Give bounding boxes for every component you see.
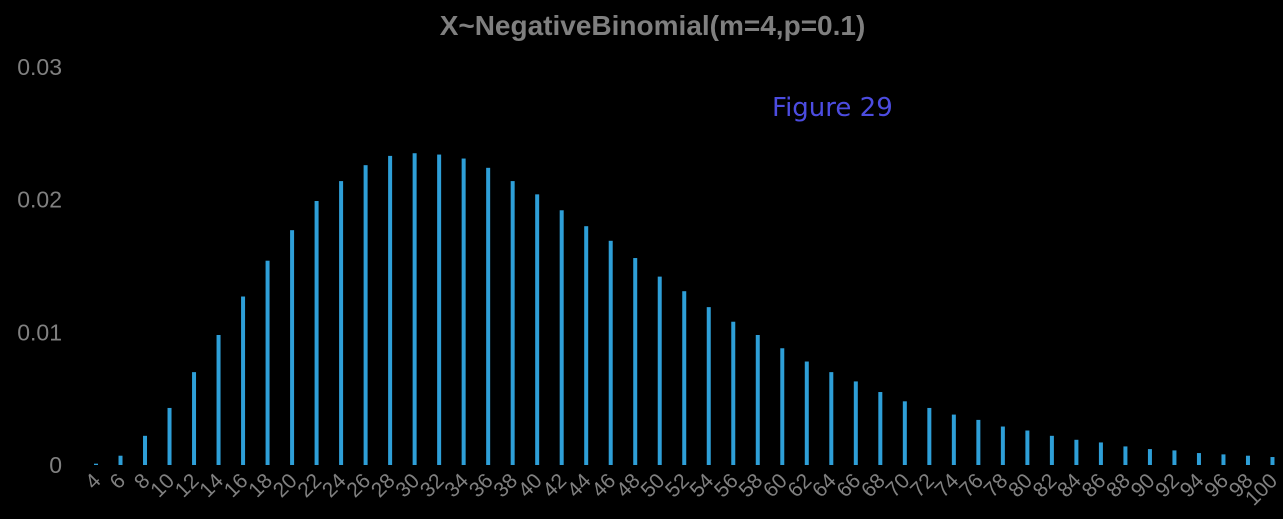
bar (241, 296, 246, 465)
bar (388, 155, 393, 466)
bar (1270, 457, 1275, 465)
bar (1147, 449, 1152, 465)
bar (192, 372, 197, 465)
bar (461, 158, 466, 466)
bar (412, 153, 417, 465)
bar (1196, 453, 1201, 465)
bar (976, 419, 981, 465)
y-tick-label: 0.03 (17, 54, 62, 80)
bar (1025, 430, 1030, 465)
bar (339, 181, 344, 466)
bar (437, 154, 442, 465)
bar (706, 307, 711, 465)
y-tick-label: 0.02 (17, 187, 62, 213)
bar (608, 240, 613, 465)
bar (853, 381, 858, 465)
bar (1074, 439, 1079, 465)
bar (1245, 455, 1250, 465)
bar (780, 348, 785, 465)
bars (94, 153, 1275, 466)
bar (951, 414, 956, 465)
bar (216, 334, 221, 465)
bar (1123, 446, 1128, 465)
chart-title: X~NegativeBinomial(m=4,p=0.1) (439, 10, 866, 41)
bar (1049, 435, 1054, 465)
bar (1172, 450, 1177, 465)
bar (143, 435, 148, 465)
bar (804, 361, 809, 465)
bar (486, 167, 491, 465)
x-axis-labels: 4 6 81012141618202224262830323436384042444… (81, 469, 1282, 510)
bar (829, 372, 834, 465)
bar (559, 210, 564, 465)
bar (290, 230, 295, 465)
bar (1098, 442, 1103, 465)
bar (755, 334, 760, 465)
bar (731, 321, 736, 465)
figure-annotation: Figure 29 (772, 93, 893, 123)
bar (927, 407, 932, 465)
bar (314, 200, 319, 465)
bar (878, 392, 883, 465)
bar (535, 194, 540, 466)
bar (94, 463, 98, 465)
bar (118, 455, 123, 465)
bar (265, 260, 270, 465)
bar (682, 291, 687, 465)
bar (363, 165, 368, 465)
bar (510, 181, 515, 466)
y-tick-label: 0.01 (17, 319, 62, 345)
bar (633, 258, 638, 465)
y-tick-label: 0 (49, 452, 62, 478)
bar (902, 401, 907, 465)
bar (584, 226, 589, 465)
x-tick-label: 6 (106, 469, 131, 494)
y-axis-labels: 0 0.01 0.02 0.03 (17, 54, 62, 478)
bar (657, 276, 662, 465)
bar (167, 407, 172, 465)
bar (1000, 426, 1005, 465)
bar (1221, 454, 1226, 465)
x-tick-label: 4 (81, 469, 106, 494)
